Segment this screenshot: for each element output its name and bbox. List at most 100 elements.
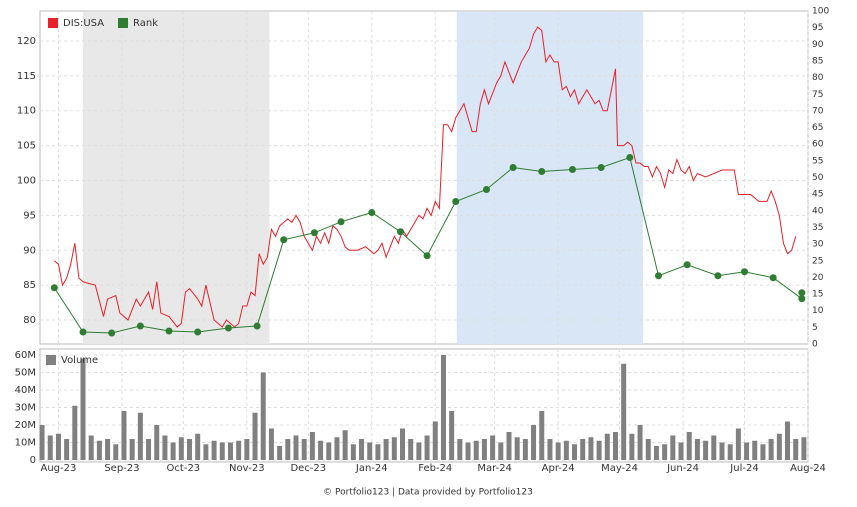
bar	[244, 439, 250, 460]
bar	[572, 444, 578, 460]
y2-tick-label: 100	[812, 7, 829, 17]
bar	[686, 432, 692, 460]
x-tick-label: Aug-24	[790, 463, 826, 474]
bar	[752, 440, 758, 460]
bar	[187, 439, 193, 460]
bar	[318, 440, 324, 460]
x-tick-label: Jun-24	[666, 463, 699, 474]
point	[280, 236, 288, 244]
x-tick-label: Jul-24	[729, 463, 758, 474]
bar	[408, 439, 414, 460]
bar	[621, 363, 627, 460]
y-tick-label: 30M	[15, 403, 36, 414]
x-tick-label: Jan-24	[355, 463, 388, 474]
bar	[277, 446, 283, 460]
footer: © Portfolio123 | Data provided by Portfo…	[323, 488, 533, 498]
bar	[375, 444, 381, 460]
bar	[596, 440, 602, 460]
period-band	[456, 12, 643, 344]
bar	[727, 444, 733, 460]
bar	[39, 425, 45, 460]
bar	[449, 411, 455, 460]
bar	[121, 411, 127, 460]
x-tick-label: Feb-24	[418, 463, 452, 474]
bar	[604, 433, 610, 460]
point	[741, 268, 749, 276]
bar	[547, 439, 553, 460]
bar	[457, 439, 463, 460]
x-tick-label: Mar-24	[477, 463, 512, 474]
y-tick-label: 95	[23, 210, 36, 221]
bar	[440, 355, 446, 460]
bar	[785, 421, 791, 460]
bar	[768, 439, 774, 460]
bar	[465, 442, 471, 460]
bar	[473, 440, 479, 460]
y2-tick-label: 90	[812, 40, 824, 50]
point	[769, 274, 777, 282]
bar	[522, 439, 528, 460]
y2-tick-label: 80	[812, 73, 824, 83]
bar	[301, 439, 307, 460]
bar	[178, 437, 184, 460]
y-tick-label: 90	[23, 245, 36, 256]
bar	[195, 433, 201, 460]
bar	[563, 440, 569, 460]
x-tick-label: Apr-24	[542, 463, 575, 474]
point	[568, 166, 576, 174]
bar	[711, 435, 717, 460]
bar	[662, 444, 668, 460]
bar	[490, 435, 496, 460]
point	[538, 168, 546, 176]
bar	[96, 440, 102, 460]
y-tick-label: 50M	[15, 368, 36, 379]
y2-tick-label: 95	[812, 23, 823, 33]
bar	[268, 428, 274, 460]
bar	[678, 442, 684, 460]
y2-tick-label: 5	[812, 323, 818, 333]
bar	[334, 437, 340, 460]
y2-tick-label: 20	[812, 273, 824, 283]
bar	[203, 444, 209, 460]
bar	[637, 425, 643, 460]
y-tick-label: 110	[17, 106, 36, 117]
bar	[72, 405, 78, 460]
bar	[629, 433, 635, 460]
bar	[137, 412, 143, 460]
bar	[531, 425, 537, 460]
bar	[64, 439, 70, 460]
bar	[47, 435, 53, 460]
point	[50, 284, 58, 292]
bar	[260, 372, 266, 460]
bar	[146, 439, 152, 460]
y2-tick-label: 60	[812, 140, 824, 150]
point	[597, 164, 605, 172]
bar	[170, 442, 176, 460]
y2-tick-label: 25	[812, 256, 823, 266]
bar	[580, 439, 586, 460]
point	[224, 324, 232, 332]
point	[714, 272, 722, 280]
bar	[285, 439, 291, 460]
bar	[383, 439, 389, 460]
y2-tick-label: 0	[812, 340, 818, 350]
legend-swatch	[48, 18, 58, 28]
bar	[236, 440, 242, 460]
bar	[432, 421, 438, 460]
bar	[514, 437, 520, 460]
bar	[506, 432, 512, 460]
period-band	[83, 12, 270, 344]
y-tick-label: 80	[23, 315, 36, 326]
bar	[211, 440, 217, 460]
point	[626, 154, 634, 162]
bar	[498, 442, 504, 460]
legend-swatch	[118, 18, 128, 28]
bar	[653, 446, 659, 460]
bar	[735, 428, 741, 460]
point	[310, 229, 318, 237]
point	[654, 272, 662, 280]
legend-label: Volume	[61, 355, 98, 366]
bar	[162, 435, 168, 460]
y2-tick-label: 10	[812, 306, 824, 316]
point	[683, 261, 691, 269]
